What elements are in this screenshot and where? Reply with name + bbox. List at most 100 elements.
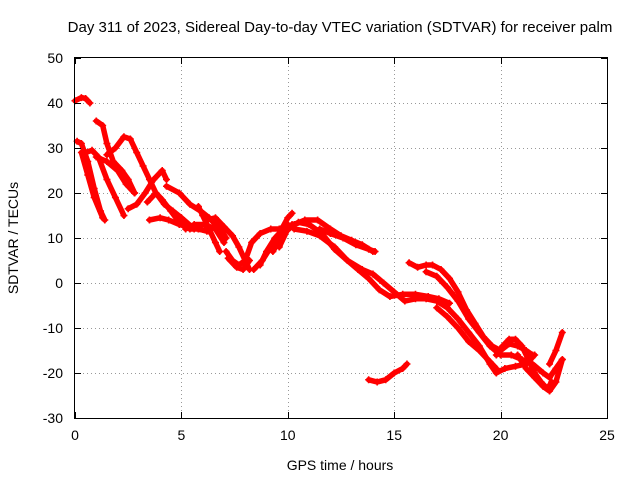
data-point <box>433 304 441 312</box>
data-point <box>531 374 539 381</box>
data-point <box>539 369 547 377</box>
data-point <box>546 374 554 381</box>
data-point <box>163 176 171 183</box>
data-point <box>437 266 445 273</box>
data-point <box>216 248 224 255</box>
data-point <box>352 241 360 249</box>
data-point <box>382 376 390 384</box>
data-point <box>133 149 141 156</box>
data-point <box>103 158 111 165</box>
data-point <box>369 270 377 278</box>
data-point <box>486 342 494 350</box>
x-tick-label: 15 <box>386 427 402 443</box>
data-point <box>82 95 90 102</box>
data-point <box>443 313 451 321</box>
data-point <box>92 117 100 125</box>
data-point <box>290 225 298 233</box>
data-point <box>103 140 111 147</box>
data-point <box>465 329 473 336</box>
data-point <box>156 214 164 222</box>
data-point <box>256 230 264 237</box>
data-point <box>316 225 324 233</box>
data-point <box>331 243 339 251</box>
data-point <box>267 225 275 233</box>
data-point <box>77 140 85 147</box>
data-point <box>194 203 202 210</box>
data-point <box>443 284 451 291</box>
data-point <box>303 227 311 235</box>
data-point <box>175 221 183 228</box>
data-point <box>522 365 530 372</box>
data-point <box>175 189 183 197</box>
data-point <box>501 365 509 372</box>
data-point <box>422 268 430 276</box>
data-point <box>211 225 219 233</box>
data-point <box>111 194 119 201</box>
data-point <box>403 360 411 368</box>
data-point <box>167 207 175 215</box>
data-point <box>120 133 128 141</box>
data-point <box>133 200 141 208</box>
data-point <box>492 365 500 372</box>
data-point <box>124 205 132 213</box>
data-point <box>222 248 230 255</box>
data-point <box>220 223 228 231</box>
data-point <box>454 315 462 323</box>
data-point <box>499 342 507 350</box>
data-point <box>190 221 198 228</box>
data-point <box>373 378 381 386</box>
data-point <box>152 189 160 197</box>
data-point <box>86 99 94 107</box>
y-tick-label: 30 <box>47 140 63 156</box>
data-point <box>256 261 264 269</box>
data-point <box>199 212 207 219</box>
data-point <box>465 315 473 323</box>
data-point <box>454 288 462 296</box>
data-point <box>131 189 139 197</box>
data-point <box>514 351 522 359</box>
y-tick-label: 50 <box>47 50 63 66</box>
x-axis-label: GPS time / hours <box>287 457 394 473</box>
data-point <box>365 245 373 253</box>
data-point <box>558 356 566 363</box>
data-point <box>552 347 560 354</box>
data-point <box>211 239 219 246</box>
data-point <box>118 167 126 174</box>
data-trace <box>78 149 106 221</box>
y-tick-label: 20 <box>47 185 63 201</box>
data-point <box>82 149 90 156</box>
data-point <box>201 221 209 228</box>
data-point <box>271 234 279 242</box>
data-point <box>354 266 362 273</box>
data-point <box>414 263 422 271</box>
data-point <box>99 122 107 129</box>
data-point <box>305 221 313 228</box>
data-point <box>90 194 98 201</box>
data-point <box>235 243 243 251</box>
data-point <box>371 248 379 255</box>
x-tick-label: 5 <box>178 427 186 443</box>
data-point <box>143 198 151 206</box>
data-point <box>446 299 454 307</box>
data-point <box>92 153 100 161</box>
data-point <box>380 279 388 287</box>
data-point <box>250 266 258 273</box>
data-point <box>103 176 111 183</box>
data-point <box>399 290 407 298</box>
data-point <box>139 162 147 170</box>
data-point <box>475 347 483 354</box>
data-point <box>454 324 462 332</box>
data-point <box>365 376 373 384</box>
data-point <box>284 225 292 233</box>
x-tick-label: 20 <box>493 427 509 443</box>
data-point <box>492 351 500 359</box>
y-tick-label: -20 <box>43 365 63 381</box>
data-trace <box>225 255 253 273</box>
data-point <box>401 297 409 305</box>
data-point <box>422 261 430 269</box>
data-point <box>375 286 383 294</box>
y-tick-label: -30 <box>43 410 63 426</box>
data-point <box>158 167 166 174</box>
